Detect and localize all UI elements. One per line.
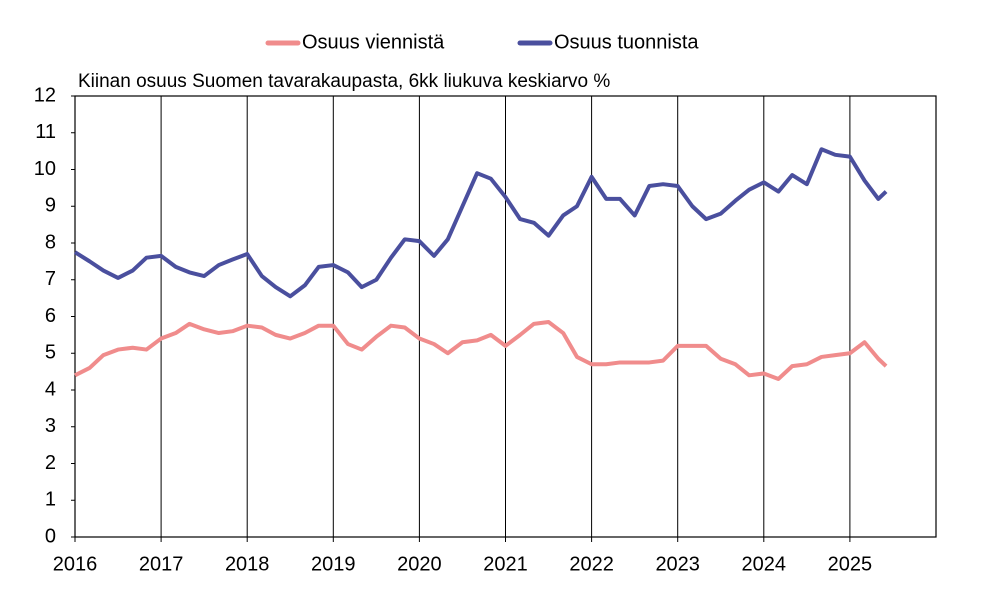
x-tick-label: 2020: [397, 553, 442, 575]
x-tick-label: 2018: [225, 553, 270, 575]
y-tick-label: 2: [45, 452, 56, 474]
y-tick-label: 11: [35, 121, 56, 143]
x-tick-label: 2017: [139, 553, 184, 575]
legend-label: Osuus tuonnista: [554, 31, 699, 53]
x-tick-label: 2022: [569, 553, 614, 575]
x-tick-label: 2023: [655, 553, 700, 575]
x-tick-label: 2025: [828, 553, 873, 575]
y-tick-label: 10: [34, 158, 56, 180]
legend-label: Osuus viennistä: [302, 31, 445, 53]
y-tick-label: 8: [45, 231, 56, 253]
x-tick-label: 2021: [483, 553, 528, 575]
line: [73, 147, 888, 299]
line: [74, 320, 888, 381]
y-tick-label: 5: [45, 342, 56, 364]
y-tick-label: 0: [45, 525, 56, 547]
y-tick-label: 3: [45, 415, 56, 437]
y-tick-label: 6: [45, 305, 56, 327]
x-tick-label: 2024: [742, 553, 787, 575]
x-tick-label: 2019: [311, 553, 356, 575]
y-tick-label: 9: [45, 195, 56, 217]
chart-title: Kiinan osuus Suomen tavarakaupasta, 6kk …: [78, 71, 610, 92]
y-tick-label: 1: [45, 489, 56, 511]
plot-frame: [74, 95, 937, 538]
x-tick-label: 2016: [53, 553, 98, 575]
y-tick-label: 12: [34, 84, 56, 106]
y-tick-label: 4: [45, 378, 56, 400]
y-tick-label: 7: [45, 268, 56, 290]
